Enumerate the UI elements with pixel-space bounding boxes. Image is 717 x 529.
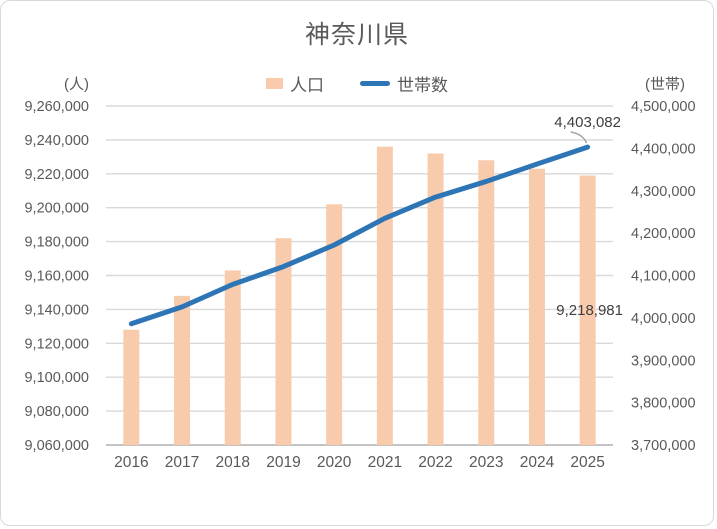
right-axis-tick-label: 3,700,000 bbox=[631, 438, 696, 454]
chart-title: 神奈川県 bbox=[304, 21, 409, 49]
x-axis-label-2016: 2016 bbox=[114, 454, 148, 471]
x-axis-label-2018: 2018 bbox=[216, 454, 250, 471]
right-axis-tick-label: 4,000,000 bbox=[631, 311, 696, 327]
population-bar-2020[interactable] bbox=[326, 204, 343, 445]
left-axis-tick-label: 9,120,000 bbox=[24, 336, 89, 352]
population-last-data-label: 9,218,981 bbox=[556, 302, 623, 319]
chart-legend: 人口 世帯数 bbox=[1, 71, 713, 96]
population-bar-2016[interactable] bbox=[123, 329, 140, 445]
x-axis-label-2017: 2017 bbox=[165, 454, 199, 471]
left-axis-tick-label: 9,060,000 bbox=[24, 438, 89, 454]
x-axis-label-2025: 2025 bbox=[570, 454, 604, 471]
right-axis-tick-label: 4,400,000 bbox=[631, 141, 696, 157]
annotation-leader-line bbox=[570, 131, 588, 144]
households-line-swatch-icon bbox=[360, 81, 390, 86]
left-axis-tick-label: 9,200,000 bbox=[24, 201, 89, 217]
population-bar-2018[interactable] bbox=[224, 270, 241, 445]
population-bar-2024[interactable] bbox=[528, 168, 545, 445]
x-axis-label-2022: 2022 bbox=[418, 454, 452, 471]
x-axis-label-2023: 2023 bbox=[469, 454, 503, 471]
left-axis-unit-label: (人) bbox=[64, 76, 89, 93]
left-axis-tick-label: 9,080,000 bbox=[24, 404, 89, 420]
left-axis-tick-label: 9,180,000 bbox=[24, 235, 89, 251]
legend-item-population[interactable]: 人口 bbox=[266, 71, 324, 96]
legend-households-label: 世帯数 bbox=[397, 76, 448, 95]
right-axis-tick-label: 4,200,000 bbox=[631, 226, 696, 242]
left-axis-tick-label: 9,100,000 bbox=[24, 370, 89, 386]
left-axis-tick-label: 9,140,000 bbox=[24, 302, 89, 318]
x-axis-label-2019: 2019 bbox=[266, 454, 300, 471]
right-axis-tick-label: 3,800,000 bbox=[631, 396, 696, 412]
right-axis-tick-label: 4,300,000 bbox=[631, 184, 696, 200]
x-axis-label-2020: 2020 bbox=[317, 454, 352, 471]
legend-population-label: 人口 bbox=[290, 76, 324, 95]
left-axis-tick-label: 9,160,000 bbox=[24, 269, 89, 285]
x-axis-label-2024: 2024 bbox=[520, 454, 555, 471]
left-axis-tick-label: 9,240,000 bbox=[24, 133, 89, 149]
population-bar-2025[interactable] bbox=[579, 175, 596, 445]
right-axis-tick-label: 3,900,000 bbox=[631, 353, 696, 369]
population-bar-2019[interactable] bbox=[275, 238, 292, 445]
right-axis-tick-label: 4,100,000 bbox=[631, 269, 696, 285]
households-last-data-label: 4,403,082 bbox=[554, 114, 621, 131]
population-bar-2017[interactable] bbox=[174, 295, 191, 445]
population-bar-2023[interactable] bbox=[478, 160, 495, 446]
left-axis-tick-label: 9,220,000 bbox=[24, 167, 89, 183]
x-axis-label-2021: 2021 bbox=[368, 454, 402, 471]
households-line[interactable] bbox=[128, 144, 591, 327]
population-bar-swatch-icon bbox=[266, 78, 283, 89]
left-axis-tick-label: 9,260,000 bbox=[24, 99, 89, 115]
population-bar-2022[interactable] bbox=[427, 153, 444, 445]
population-bar-2021[interactable] bbox=[376, 146, 393, 445]
right-axis-tick-label: 4,500,000 bbox=[631, 99, 696, 115]
legend-item-households[interactable]: 世帯数 bbox=[360, 71, 448, 96]
right-axis-unit-label: (世帯) bbox=[645, 76, 685, 93]
